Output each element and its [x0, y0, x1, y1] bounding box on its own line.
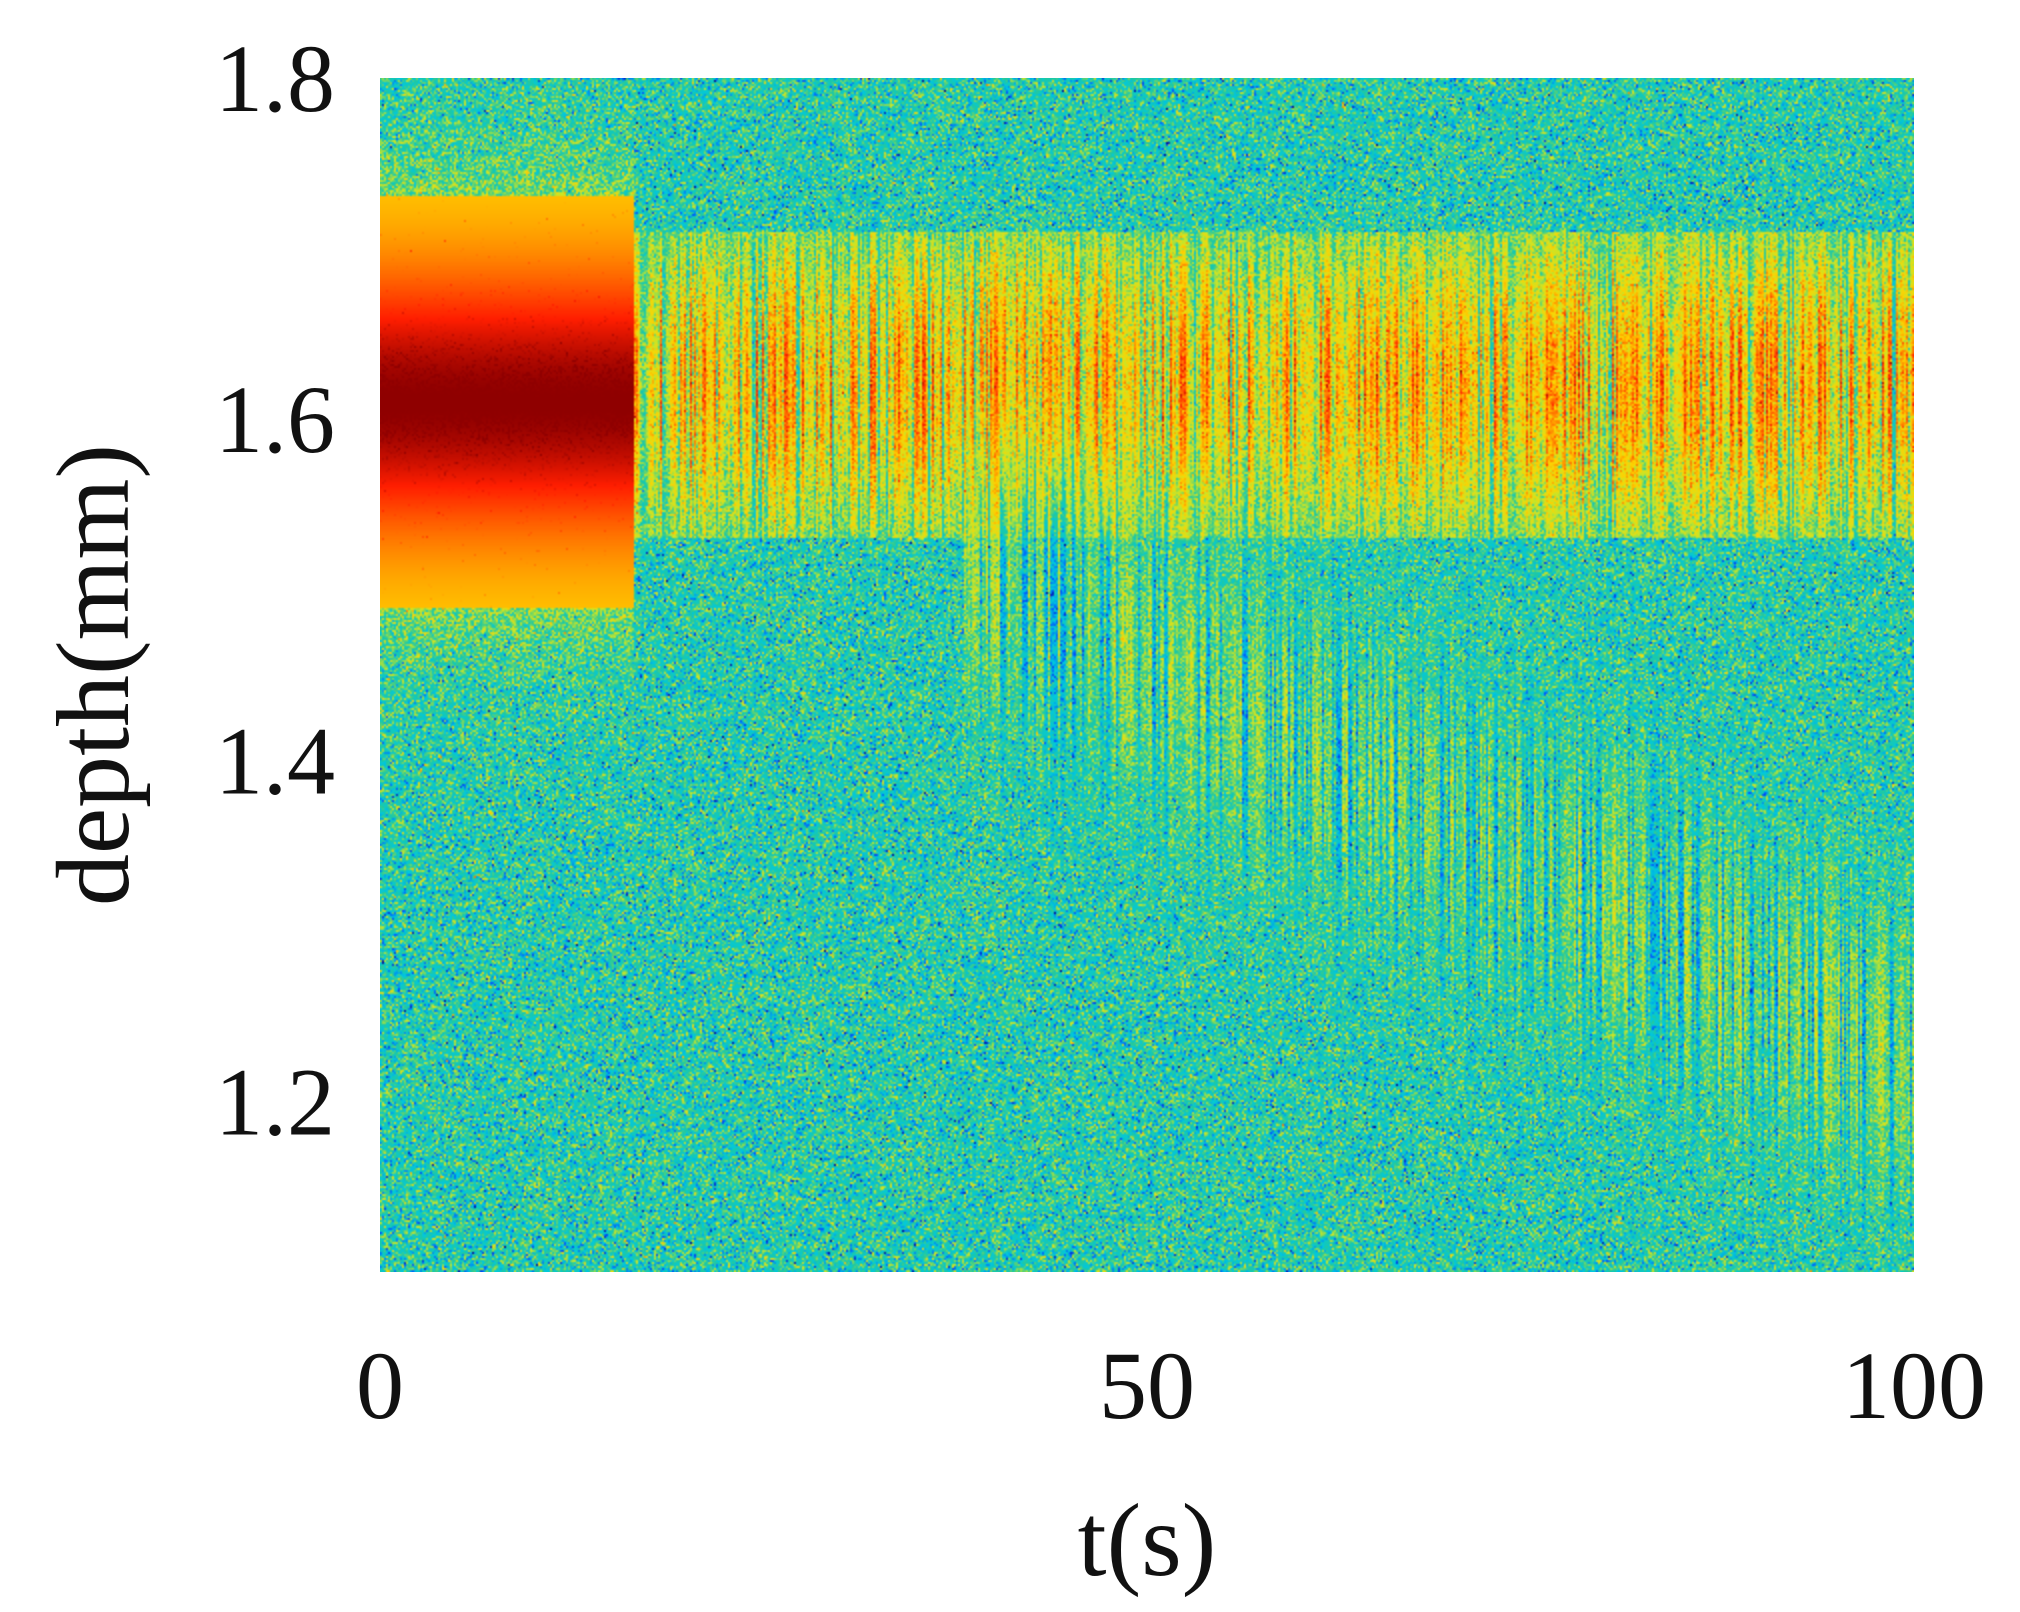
heatmap-canvas-holder — [380, 78, 1914, 1272]
y-axis-label: depth(mm) — [36, 444, 151, 906]
heatmap-image — [380, 78, 1914, 1272]
y-axis-ticks: 1.2 1.4 1.6 1.8 — [215, 25, 335, 1155]
plot-area — [380, 78, 1914, 1272]
x-tick-label: 50 — [1099, 1332, 1195, 1439]
y-tick-label: 1.8 — [215, 25, 335, 132]
x-tick-label: 100 — [1842, 1332, 1986, 1439]
y-tick-label: 1.2 — [215, 1048, 335, 1155]
y-tick-label: 1.4 — [215, 707, 335, 814]
x-axis-label: t(s) — [1078, 1483, 1217, 1598]
x-axis-ticks: 0 50 100 — [356, 1332, 1986, 1439]
y-tick-label: 1.6 — [215, 366, 335, 473]
x-tick-label: 0 — [356, 1332, 404, 1439]
